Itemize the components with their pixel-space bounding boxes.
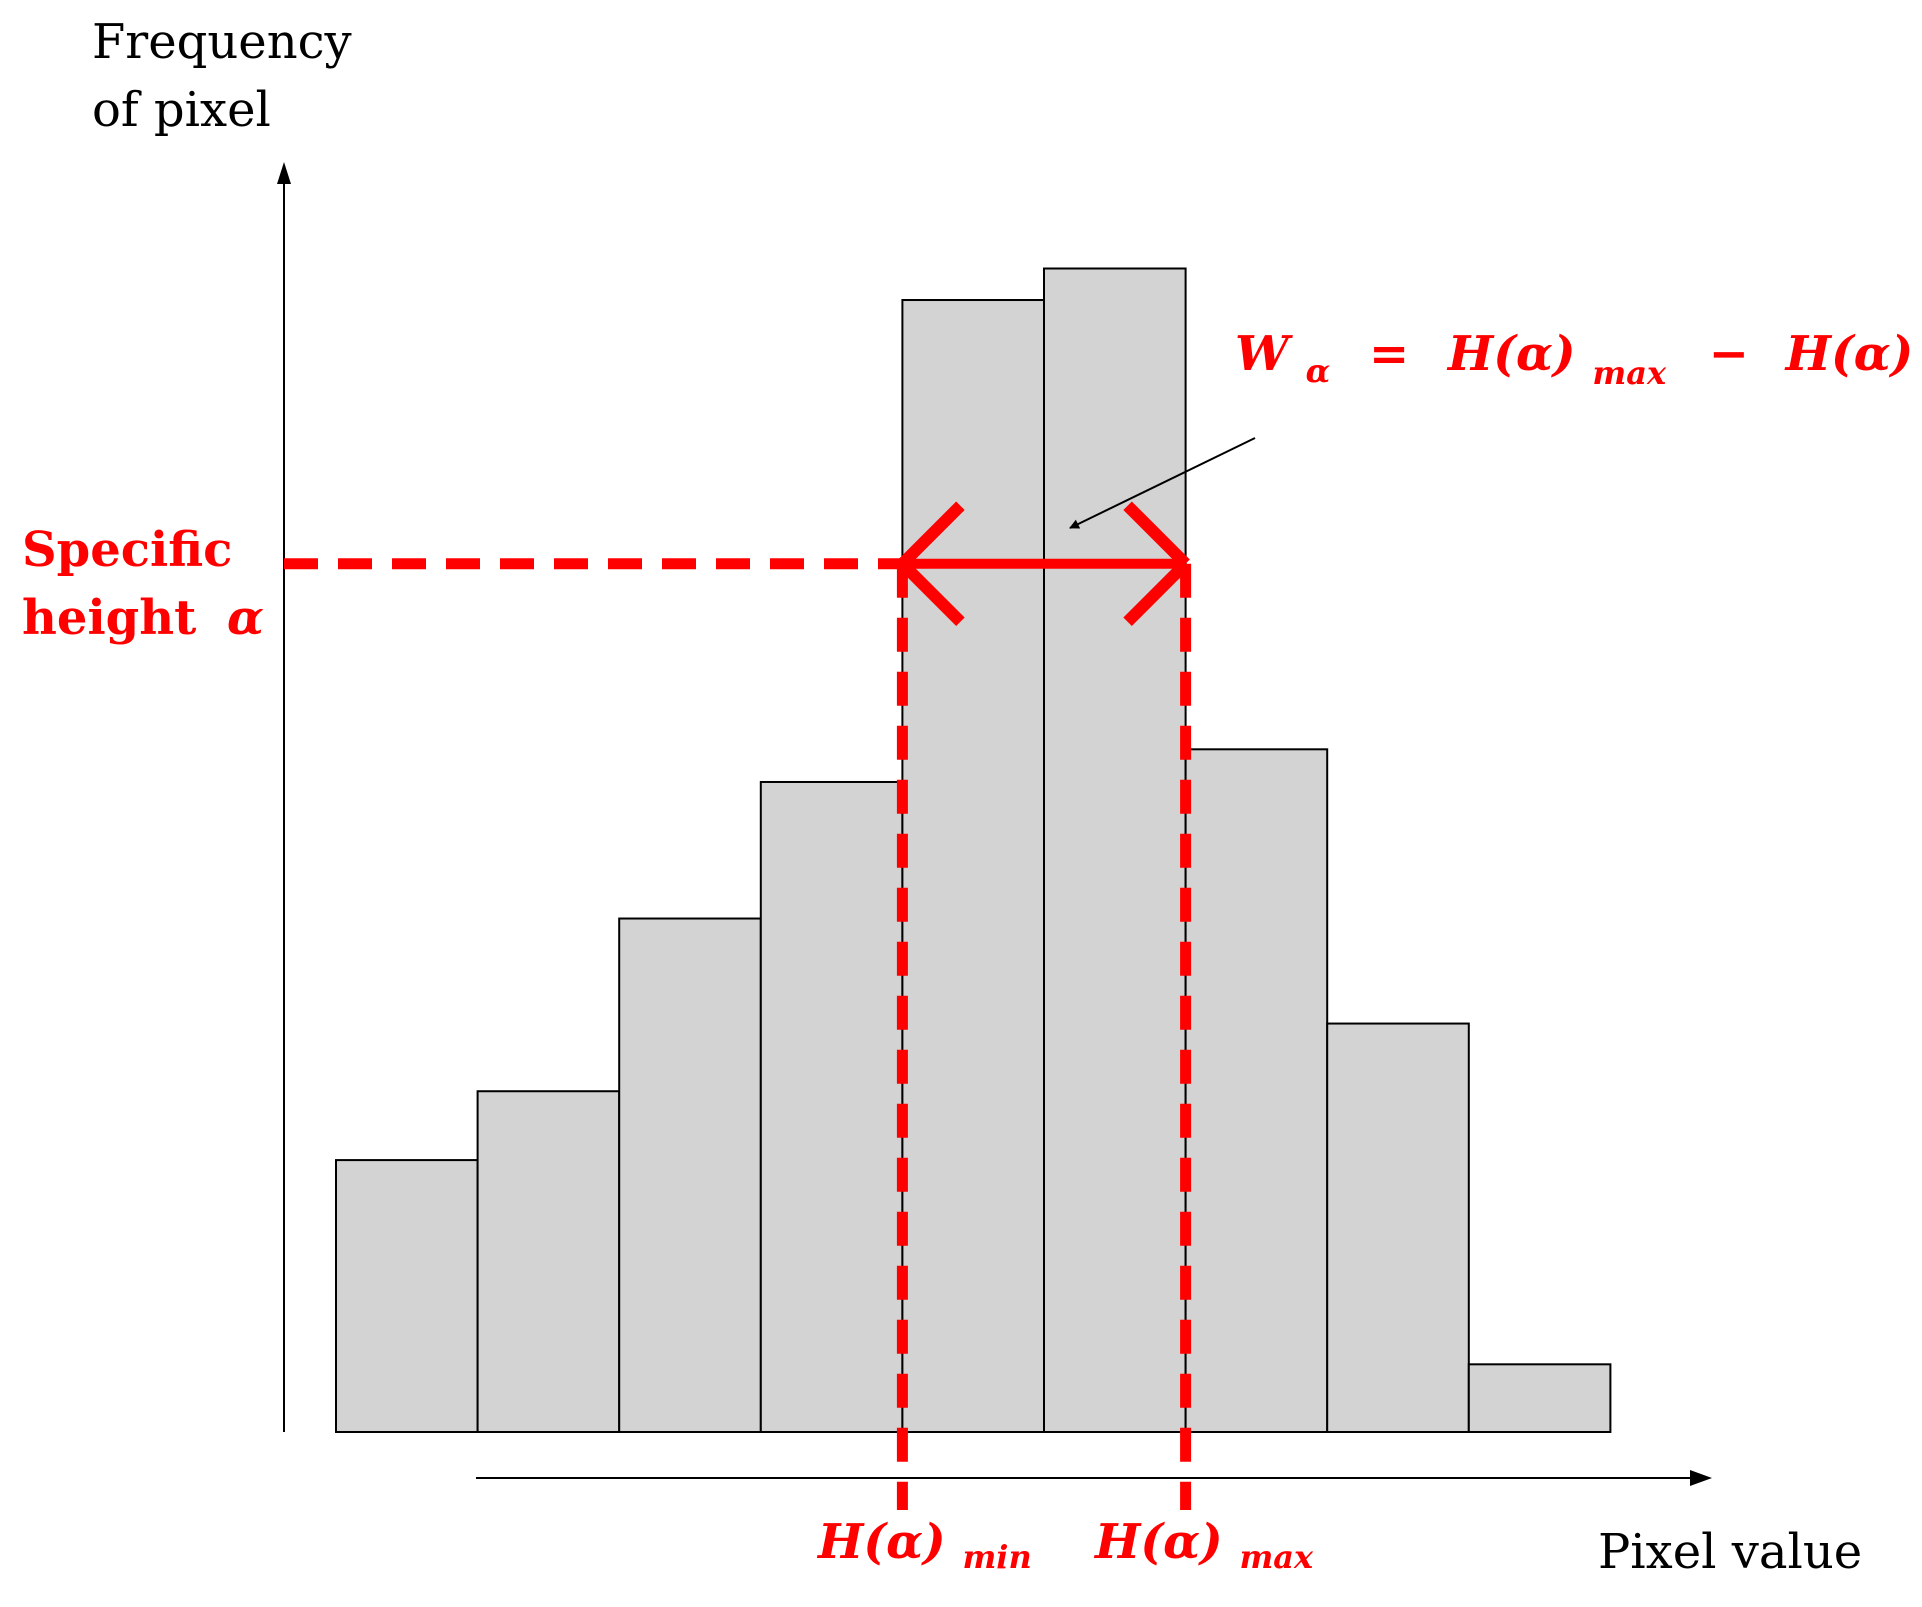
arrowhead-left-lower	[898, 559, 965, 626]
x-axis-label: Pixel value	[1598, 1524, 1862, 1580]
specific-height-label-line1: Specific	[22, 522, 232, 578]
formula-h2: H(α)	[1784, 326, 1914, 382]
y-axis-label-line1: Frequency	[92, 14, 352, 70]
histogram-bar	[1184, 748, 1329, 1433]
pointer-arrow-icon	[1069, 437, 1256, 529]
width-annotation	[284, 501, 1192, 1510]
y-axis-label-line2: of pixel	[92, 82, 271, 138]
h-min-label: H(α) min	[816, 1514, 1032, 1576]
y-axis-arrow-icon	[277, 162, 291, 184]
specific-height-word: height	[22, 590, 196, 646]
histogram-bar	[1043, 267, 1187, 1434]
arrowhead-left-upper	[898, 501, 965, 568]
formula-h1: H(α)	[1446, 326, 1576, 382]
specific-height-label-line2: height α	[22, 590, 264, 646]
h-min-sub: min	[962, 1538, 1031, 1576]
histogram-bar	[1326, 1022, 1470, 1433]
histogram-bar	[335, 1159, 479, 1433]
formula-w-sub: α	[1306, 352, 1331, 390]
h-max-sub: max	[1239, 1538, 1314, 1576]
formula-eq: =	[1369, 326, 1409, 382]
h-max-label: H(α) max	[1093, 1514, 1314, 1576]
histogram-bar	[1467, 1363, 1612, 1433]
x-axis-arrow-icon	[1690, 1470, 1712, 1486]
alpha-symbol: α	[227, 590, 264, 646]
width-formula: W α = H(α) max − H(α) min	[1235, 326, 1922, 396]
formula-minus: −	[1709, 326, 1749, 382]
histogram-bars	[335, 267, 1612, 1434]
formula-w: W	[1235, 326, 1293, 382]
h-min-main: H(α)	[816, 1514, 946, 1570]
histogram-bar	[476, 1090, 621, 1433]
arrowhead-right-lower	[1123, 559, 1190, 626]
histogram-bar	[759, 780, 904, 1433]
arrowhead-right-upper	[1123, 501, 1190, 568]
formula-h1-sub: max	[1592, 354, 1667, 392]
h-max-main: H(α)	[1093, 1514, 1223, 1570]
histogram-bar	[618, 917, 762, 1433]
histogram-bar	[901, 299, 1046, 1433]
